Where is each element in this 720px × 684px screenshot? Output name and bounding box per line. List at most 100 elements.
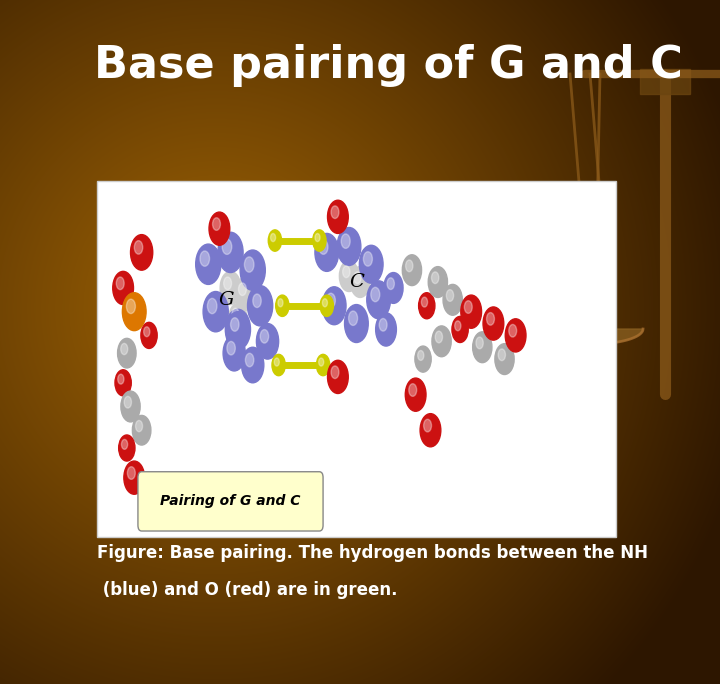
Circle shape	[315, 233, 338, 272]
Circle shape	[207, 298, 217, 314]
Text: (blue) and O (red) are in green.: (blue) and O (red) are in green.	[97, 581, 397, 599]
Circle shape	[384, 272, 403, 304]
Circle shape	[409, 384, 417, 396]
Circle shape	[387, 278, 395, 289]
Circle shape	[455, 321, 461, 331]
Circle shape	[127, 299, 135, 313]
Circle shape	[509, 324, 517, 337]
Circle shape	[223, 335, 246, 371]
Circle shape	[224, 277, 232, 289]
Circle shape	[248, 286, 273, 326]
Circle shape	[366, 281, 390, 319]
Circle shape	[476, 337, 483, 349]
Circle shape	[328, 200, 348, 233]
Circle shape	[505, 319, 526, 352]
Circle shape	[320, 295, 333, 317]
Circle shape	[461, 295, 482, 328]
Circle shape	[222, 239, 232, 254]
Text: G: G	[219, 291, 235, 308]
Circle shape	[316, 354, 330, 376]
Circle shape	[443, 285, 462, 315]
Circle shape	[122, 439, 127, 449]
Circle shape	[274, 358, 279, 366]
Circle shape	[244, 257, 254, 272]
Circle shape	[242, 347, 264, 383]
Text: C: C	[349, 273, 364, 291]
Circle shape	[339, 261, 359, 291]
Circle shape	[495, 343, 514, 375]
Circle shape	[256, 324, 279, 359]
Circle shape	[135, 421, 143, 432]
Circle shape	[364, 252, 372, 266]
Circle shape	[220, 272, 241, 304]
Polygon shape	[543, 329, 643, 344]
Circle shape	[341, 234, 350, 248]
Circle shape	[118, 374, 124, 384]
Circle shape	[331, 366, 339, 378]
Circle shape	[354, 272, 361, 284]
Circle shape	[271, 233, 276, 241]
Circle shape	[141, 322, 157, 348]
Circle shape	[379, 319, 387, 331]
Circle shape	[240, 250, 265, 290]
Circle shape	[218, 233, 243, 272]
Circle shape	[269, 230, 282, 251]
Circle shape	[345, 304, 368, 343]
Circle shape	[405, 260, 413, 272]
Circle shape	[421, 297, 428, 307]
Circle shape	[260, 330, 269, 343]
Circle shape	[435, 331, 443, 343]
Circle shape	[232, 308, 239, 319]
Circle shape	[498, 349, 505, 360]
Circle shape	[227, 312, 249, 347]
Circle shape	[132, 415, 151, 445]
Circle shape	[124, 396, 132, 408]
Circle shape	[348, 311, 358, 326]
Circle shape	[227, 341, 235, 355]
Circle shape	[203, 291, 228, 332]
FancyBboxPatch shape	[138, 472, 323, 531]
Circle shape	[420, 414, 441, 447]
Circle shape	[209, 212, 230, 246]
Circle shape	[144, 327, 150, 337]
FancyBboxPatch shape	[640, 69, 690, 94]
Circle shape	[246, 354, 254, 367]
Circle shape	[418, 350, 424, 360]
Circle shape	[135, 241, 143, 254]
Circle shape	[415, 346, 431, 372]
Circle shape	[405, 378, 426, 411]
Circle shape	[196, 244, 221, 285]
Circle shape	[122, 293, 146, 330]
Circle shape	[423, 419, 431, 432]
Circle shape	[278, 299, 283, 307]
Circle shape	[272, 354, 285, 376]
Circle shape	[127, 466, 135, 479]
Circle shape	[252, 293, 261, 308]
Circle shape	[130, 235, 153, 270]
Circle shape	[229, 304, 247, 332]
Circle shape	[121, 391, 140, 422]
Circle shape	[312, 230, 326, 251]
Bar	[97, 181, 616, 537]
Circle shape	[359, 246, 383, 283]
Circle shape	[200, 251, 210, 266]
Circle shape	[418, 293, 435, 319]
Circle shape	[487, 313, 495, 325]
Circle shape	[337, 228, 361, 265]
Circle shape	[331, 206, 339, 218]
Text: Pairing of G and C: Pairing of G and C	[161, 495, 301, 508]
Circle shape	[119, 435, 135, 461]
Circle shape	[319, 240, 328, 254]
Circle shape	[212, 218, 220, 231]
Circle shape	[115, 370, 131, 396]
Circle shape	[253, 294, 261, 308]
Circle shape	[402, 254, 422, 286]
Circle shape	[483, 307, 504, 340]
Circle shape	[326, 293, 336, 308]
Circle shape	[343, 266, 350, 278]
Circle shape	[319, 358, 324, 366]
Circle shape	[117, 339, 136, 368]
Circle shape	[225, 309, 251, 350]
Circle shape	[446, 289, 454, 302]
Circle shape	[328, 360, 348, 393]
